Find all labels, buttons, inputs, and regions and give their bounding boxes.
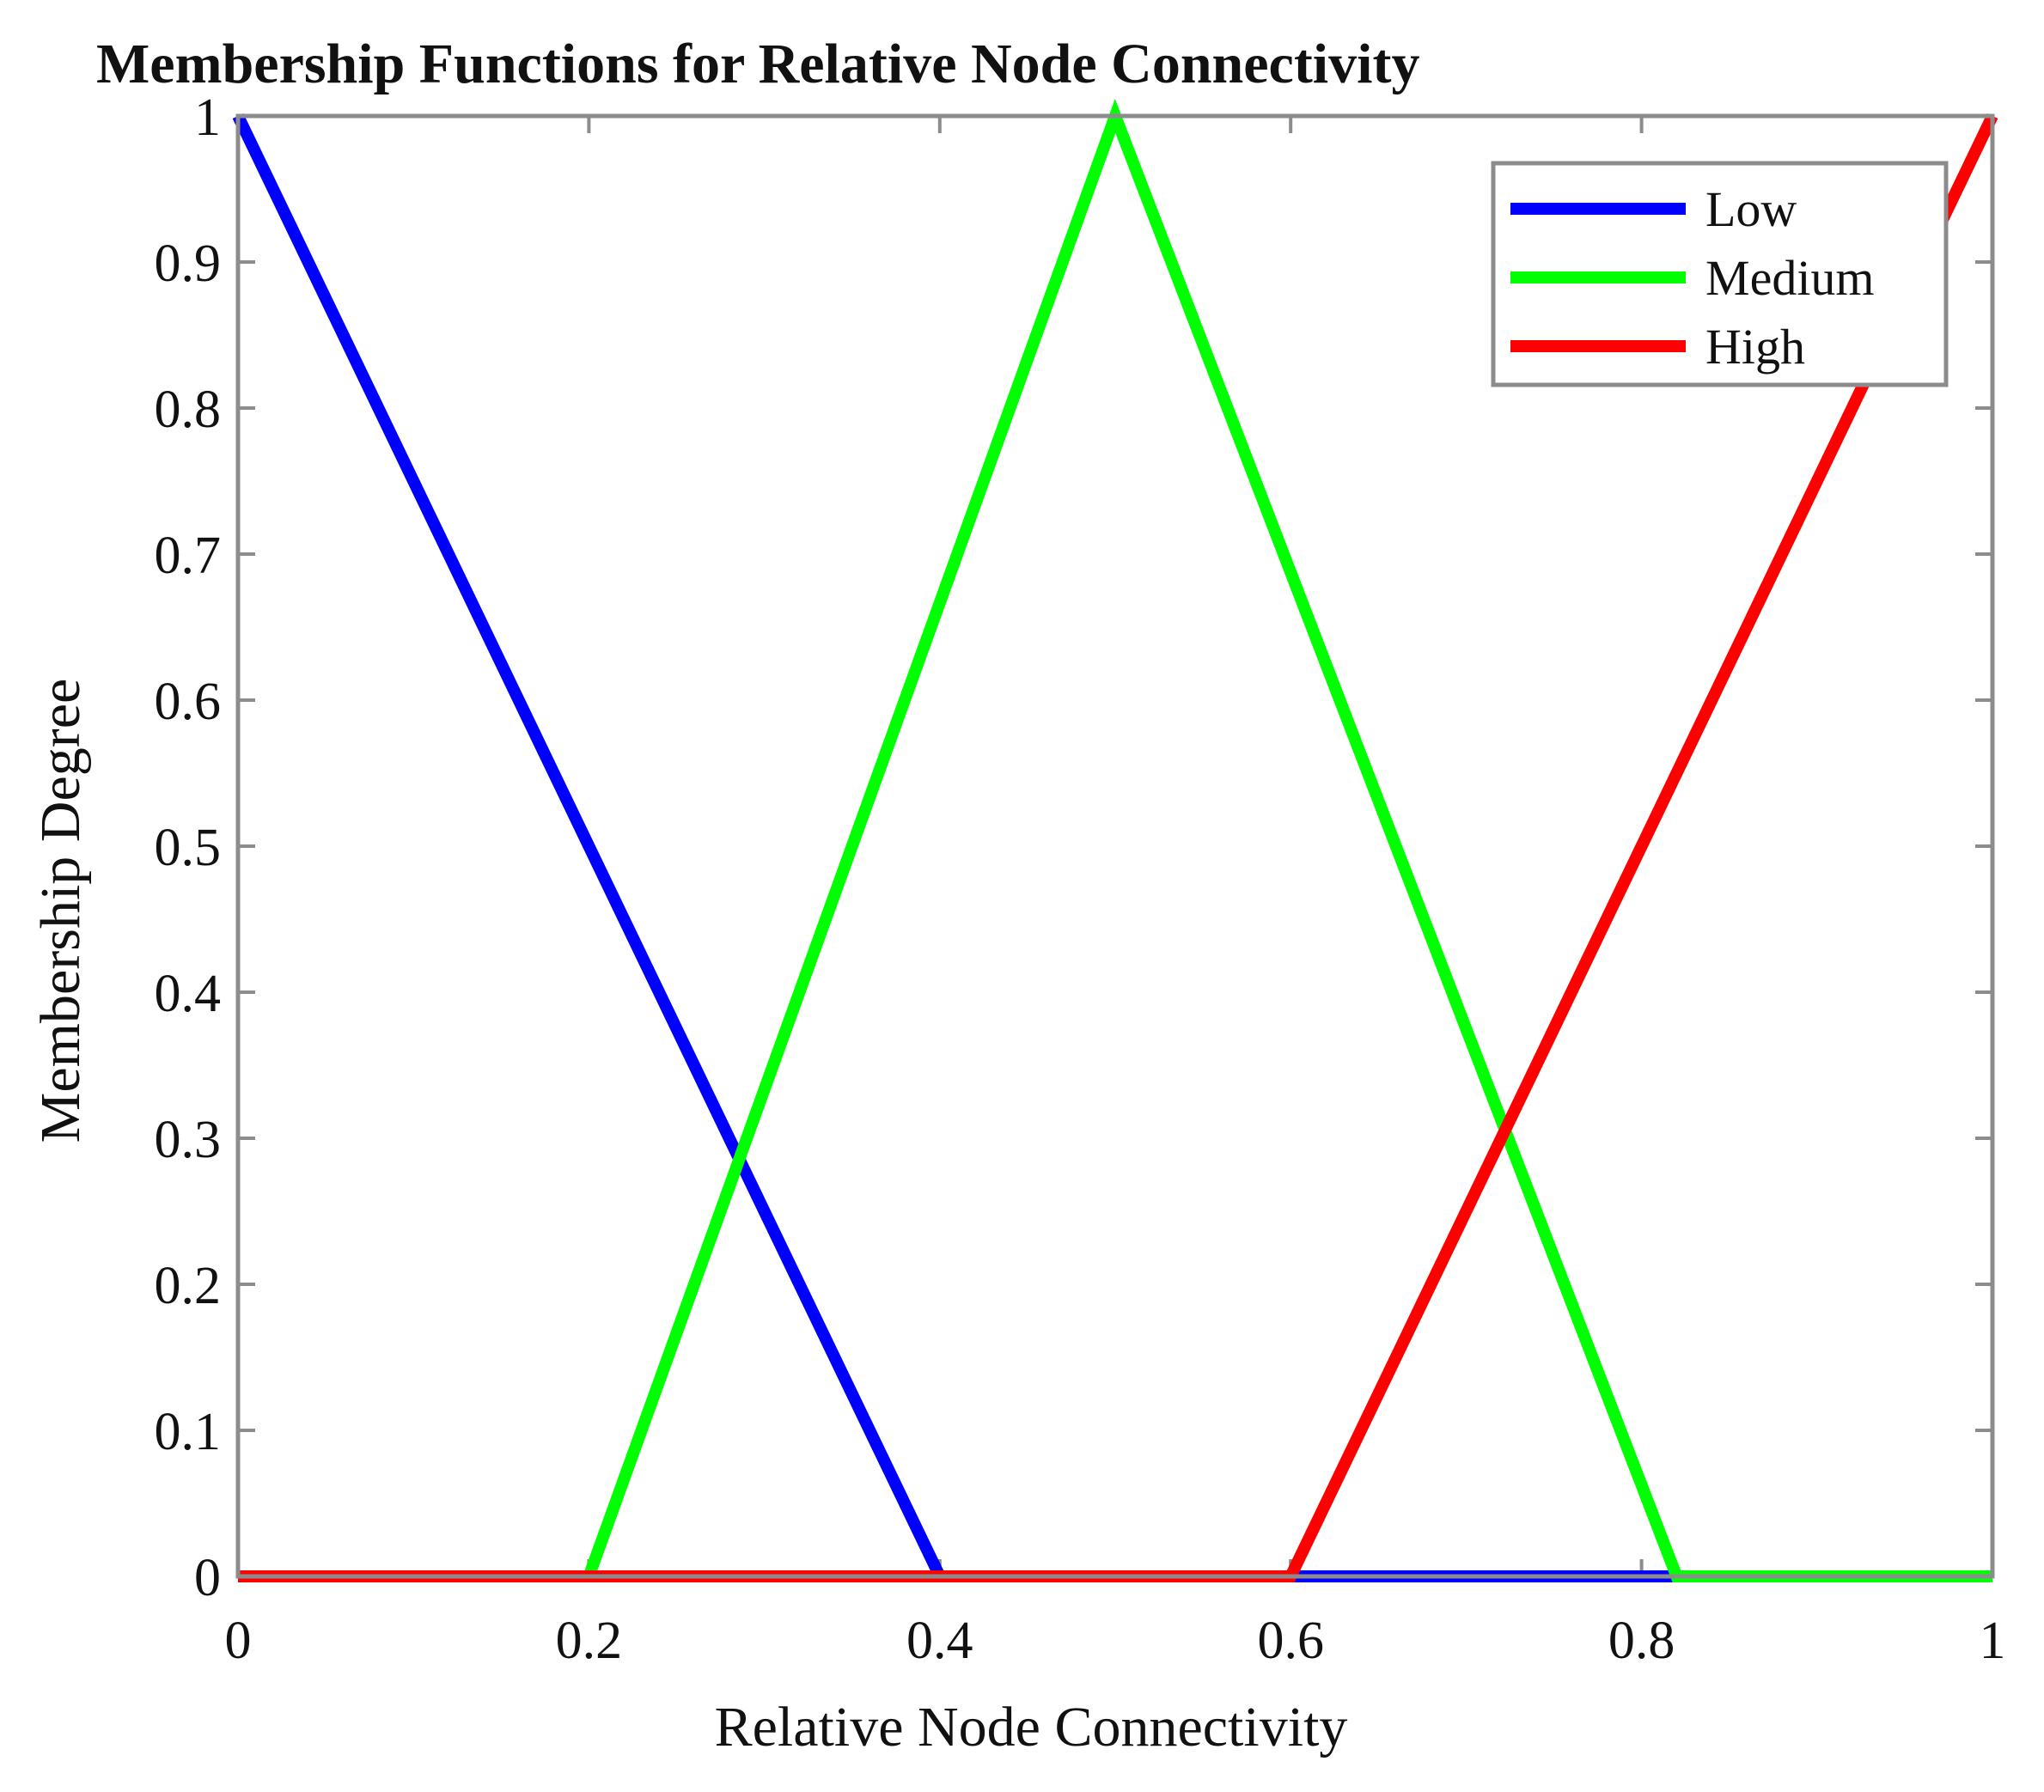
y-tick-label: 0.1 [155,1403,222,1461]
x-tick-label: 0 [225,1612,252,1670]
legend-label-medium: Medium [1705,250,1875,306]
y-tick-label: 0.4 [155,965,222,1023]
x-tick-label: 0.4 [906,1612,973,1670]
y-tick-label: 0 [194,1549,221,1607]
y-tick-label: 0.5 [155,819,222,877]
legend-label-high: High [1705,319,1805,375]
legend-label-low: Low [1705,181,1797,237]
y-tick-label: 0.7 [155,527,222,585]
plot-frame [235,113,1995,1579]
x-tick-label: 0.6 [1257,1612,1324,1670]
x-tick-label: 1 [1980,1612,2006,1670]
legend: Low Medium High [1491,161,1949,387]
x-tick-label: 0.8 [1608,1612,1675,1670]
x-tick-labels: 0 0.2 0.4 0.6 0.8 1 [225,1612,2006,1670]
chart-title: Membership Functions for Relative Node C… [96,33,1419,95]
x-tick-label: 0.2 [556,1612,623,1670]
y-tick-label: 0.3 [155,1111,222,1169]
x-axis-label: Relative Node Connectivity [715,1696,1348,1758]
y-tick-label: 0.9 [155,235,222,293]
y-tick-label: 0.8 [155,381,222,439]
y-axis-label: Membership Degree [29,679,92,1143]
y-tick-labels: 0 0.1 0.2 0.3 0.4 0.5 0.6 0.7 0.8 0.9 1 [155,88,222,1607]
y-tick-label: 0.6 [155,673,222,731]
y-tick-label: 0.2 [155,1257,222,1315]
y-tick-label: 1 [194,88,221,147]
